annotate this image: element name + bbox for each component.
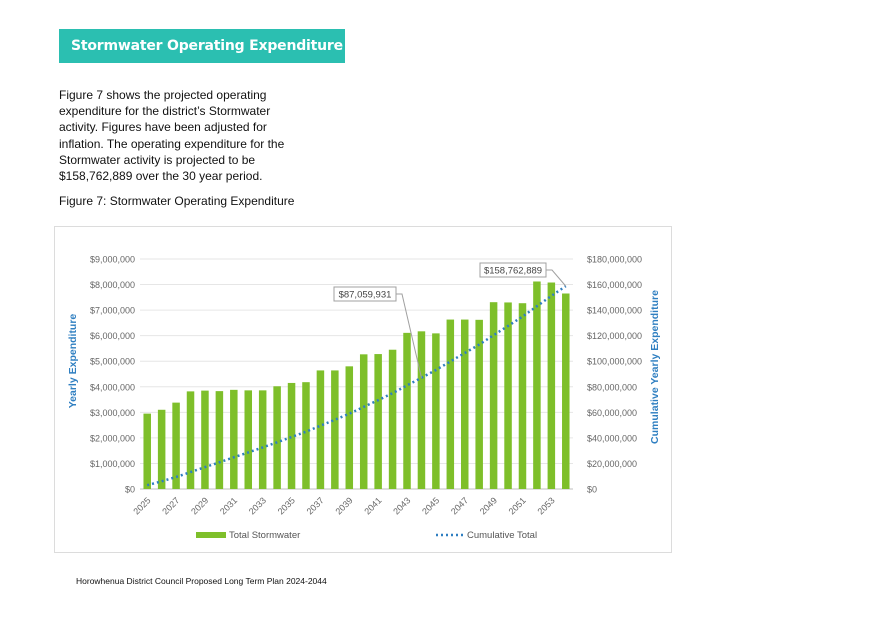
annotation-box [479, 262, 547, 278]
chart-gridlines [140, 258, 573, 490]
y-tick-label: $2,000,000 [90, 433, 135, 443]
bar-2025 [143, 413, 151, 489]
y2-tick-label: $0 [587, 485, 597, 495]
bar-2033 [258, 390, 267, 489]
x-tick-label: 2025 [131, 495, 152, 516]
bar-2049 [489, 302, 498, 489]
page-footer: Horowhenua District Council Proposed Lon… [76, 576, 327, 586]
y2-tick-label: $160,000,000 [587, 280, 642, 290]
y-tick-label: $4,000,000 [90, 382, 135, 392]
annotation-box [333, 286, 397, 302]
chart-annotations: $87,059,931 $158,762,889 [333, 262, 567, 378]
figure-caption: Figure 7: Stormwater Operating Expenditu… [59, 194, 295, 208]
x-tick-label: 2037 [305, 495, 326, 516]
bar-2032 [244, 390, 253, 489]
bar-2037 [316, 370, 325, 489]
x-tick-label: 2029 [189, 495, 210, 516]
legend-bar-swatch [196, 532, 226, 538]
y2-tick-label: $180,000,000 [587, 255, 642, 265]
bar-2044 [417, 331, 426, 489]
y2-tick-label: $80,000,000 [587, 382, 637, 392]
x-tick-label: 2047 [449, 495, 470, 516]
bar-2052 [533, 281, 541, 489]
bar-2043 [403, 332, 411, 489]
section-title-banner: Stormwater Operating Expenditure [59, 29, 345, 63]
chart-legend: Total Stormwater Cumulative Total [196, 530, 537, 541]
bar-2041 [374, 354, 382, 489]
bar-2028 [186, 391, 195, 489]
bar-2040 [359, 354, 368, 489]
y-tick-label: $0 [125, 485, 135, 495]
bar-2047 [460, 319, 469, 489]
right-axis-ticks: $0 $20,000,000 $40,000,000 $60,000,000 $80,0… [587, 255, 642, 495]
legend-line-label: Cumulative Total [467, 530, 537, 541]
chart-container: $0 $1,000,000 $2,000,000 $3,000,000 $4,000,0… [54, 226, 672, 553]
x-tick-label: 2045 [420, 495, 441, 516]
y-tick-label: $5,000,000 [90, 357, 135, 367]
y2-tick-label: $100,000,000 [587, 357, 642, 367]
bar-series [143, 281, 570, 489]
bar-2035 [287, 382, 296, 489]
x-axis-ticks: 2025 2027 2029 2031 2033 2035 2037 2039 2041 2043… [131, 495, 556, 516]
x-tick-label: 2039 [333, 495, 354, 516]
bar-2050 [504, 302, 512, 489]
x-tick-label: 2049 [478, 495, 499, 516]
bar-2048 [475, 319, 483, 489]
bar-2053 [547, 282, 556, 489]
x-tick-label: 2027 [160, 495, 181, 516]
y-tick-label: $3,000,000 [90, 408, 135, 418]
bar-2046 [446, 319, 455, 489]
intro-paragraph: Figure 7 shows the projected operating e… [59, 88, 285, 184]
x-tick-label: 2031 [218, 495, 239, 516]
bar-2026 [157, 409, 166, 489]
y2-tick-label: $40,000,000 [587, 433, 637, 443]
x-tick-label: 2035 [276, 495, 297, 516]
x-tick-label: 2043 [391, 495, 412, 516]
bar-2039 [345, 366, 354, 489]
bar-2054 [562, 293, 570, 489]
bar-2029 [201, 390, 209, 489]
bar-2034 [273, 386, 281, 489]
annotation-leader [546, 269, 567, 287]
annotation-leader [396, 293, 422, 378]
x-tick-label: 2051 [507, 495, 528, 516]
annotation-label: $87,059,931 [339, 290, 392, 301]
y-axis-title: Yearly Expenditure [67, 314, 79, 409]
bar-2042 [388, 349, 397, 489]
x-tick-label: 2053 [536, 495, 557, 516]
x-tick-label: 2041 [362, 495, 383, 516]
y2-tick-label: $120,000,000 [587, 331, 642, 341]
y-tick-label: $8,000,000 [90, 280, 135, 290]
y2-axis-title: Cumulative Yearly Expenditure [649, 290, 661, 444]
y-tick-label: $6,000,000 [90, 331, 135, 341]
y-tick-label: $9,000,000 [90, 255, 135, 265]
y-tick-label: $1,000,000 [90, 459, 135, 469]
bar-2036 [302, 382, 310, 489]
y2-tick-label: $140,000,000 [587, 306, 642, 316]
y-tick-label: $7,000,000 [90, 306, 135, 316]
y2-tick-label: $60,000,000 [587, 408, 637, 418]
bar-2045 [432, 333, 440, 489]
left-axis-ticks: $0 $1,000,000 $2,000,000 $3,000,000 $4,000,0… [90, 255, 135, 495]
x-tick-label: 2033 [247, 495, 268, 516]
cumulative-line-series [146, 285, 567, 487]
bar-2031 [230, 389, 238, 489]
bar-2027 [172, 402, 180, 489]
legend-bar-label: Total Stormwater [229, 530, 300, 541]
bar-2030 [215, 391, 224, 489]
bar-2051 [518, 303, 527, 489]
expenditure-chart: $0 $1,000,000 $2,000,000 $3,000,000 $4,000,0… [67, 255, 661, 542]
y2-tick-label: $20,000,000 [587, 459, 637, 469]
cumulative-line [146, 285, 567, 487]
annotation-label: $158,762,889 [484, 266, 542, 277]
bar-2038 [331, 370, 339, 489]
